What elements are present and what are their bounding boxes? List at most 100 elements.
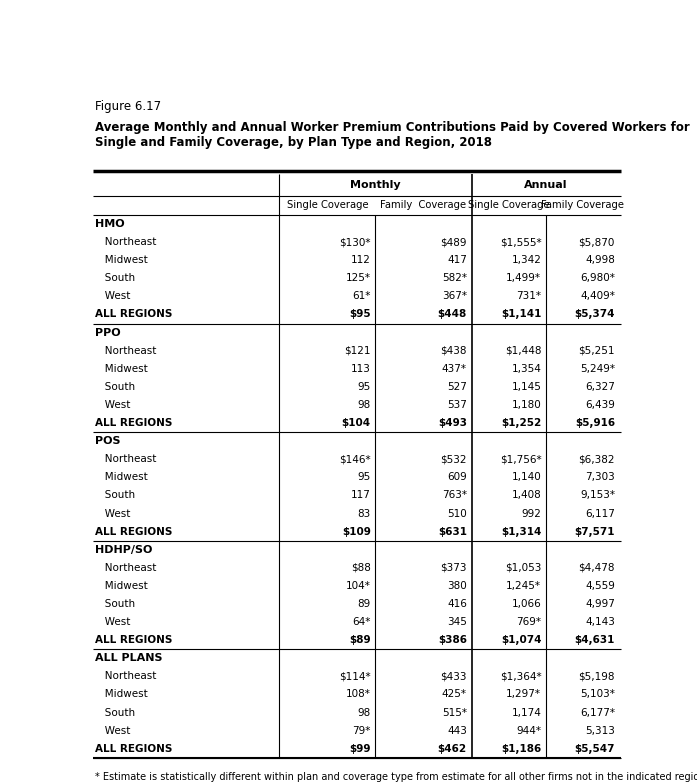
Text: $5,870: $5,870: [579, 237, 615, 247]
Text: Family  Coverage: Family Coverage: [381, 201, 466, 210]
Text: South: South: [95, 274, 135, 283]
Text: HDHP/SO: HDHP/SO: [95, 545, 152, 555]
Text: 944*: 944*: [516, 726, 542, 735]
Text: 1,174: 1,174: [512, 708, 542, 717]
Text: 95: 95: [358, 382, 371, 392]
Text: 1,140: 1,140: [512, 472, 542, 482]
Text: $386: $386: [438, 635, 467, 645]
Text: 510: 510: [447, 509, 467, 518]
Text: Midwest: Midwest: [95, 472, 148, 482]
Text: 125*: 125*: [346, 274, 371, 283]
Text: * Estimate is statistically different within plan and coverage type from estimat: * Estimate is statistically different wi…: [95, 771, 697, 782]
Text: West: West: [95, 509, 130, 518]
Text: $104: $104: [342, 418, 371, 428]
Text: Northeast: Northeast: [95, 454, 156, 464]
Text: West: West: [95, 617, 130, 627]
Text: ALL REGIONS: ALL REGIONS: [95, 310, 172, 320]
Text: 5,313: 5,313: [585, 726, 615, 735]
Text: $1,252: $1,252: [501, 418, 542, 428]
Text: 112: 112: [351, 256, 371, 265]
Text: Annual: Annual: [523, 180, 567, 190]
Text: 6,439: 6,439: [585, 400, 615, 410]
Text: Midwest: Midwest: [95, 364, 148, 374]
Text: 95: 95: [358, 472, 371, 482]
Text: 4,559: 4,559: [585, 581, 615, 591]
Text: 83: 83: [358, 509, 371, 518]
Text: Northeast: Northeast: [95, 671, 156, 681]
Text: South: South: [95, 708, 135, 717]
Text: 108*: 108*: [346, 689, 371, 699]
Text: 5,249*: 5,249*: [580, 364, 615, 374]
Text: 992: 992: [521, 509, 542, 518]
Text: $1,053: $1,053: [505, 563, 542, 573]
Text: Single Coverage: Single Coverage: [286, 201, 368, 210]
Text: 61*: 61*: [353, 292, 371, 301]
Text: 443: 443: [447, 726, 467, 735]
Text: Midwest: Midwest: [95, 689, 148, 699]
Text: 7,303: 7,303: [585, 472, 615, 482]
Text: $1,448: $1,448: [505, 346, 542, 356]
Text: 98: 98: [358, 400, 371, 410]
Text: 1,499*: 1,499*: [506, 274, 542, 283]
Text: $146*: $146*: [339, 454, 371, 464]
Text: 113: 113: [351, 364, 371, 374]
Text: 582*: 582*: [442, 274, 467, 283]
Text: PPO: PPO: [95, 328, 121, 338]
Text: Northeast: Northeast: [95, 346, 156, 356]
Text: 6,177*: 6,177*: [580, 708, 615, 717]
Text: $532: $532: [441, 454, 467, 464]
Text: 5,103*: 5,103*: [580, 689, 615, 699]
Text: $489: $489: [441, 237, 467, 247]
Text: ALL REGIONS: ALL REGIONS: [95, 744, 172, 753]
Text: 4,997: 4,997: [585, 599, 615, 609]
Text: 4,998: 4,998: [585, 256, 615, 265]
Text: 380: 380: [447, 581, 467, 591]
Text: 731*: 731*: [516, 292, 542, 301]
Text: 527: 527: [447, 382, 467, 392]
Text: Monthly: Monthly: [350, 180, 401, 190]
Text: 79*: 79*: [353, 726, 371, 735]
Text: HMO: HMO: [95, 219, 125, 229]
Text: $5,374: $5,374: [574, 310, 615, 320]
Text: $373: $373: [441, 563, 467, 573]
Text: $433: $433: [441, 671, 467, 681]
Text: 89: 89: [358, 599, 371, 609]
Text: 117: 117: [351, 491, 371, 500]
Text: 6,980*: 6,980*: [580, 274, 615, 283]
Text: Family Coverage: Family Coverage: [542, 201, 625, 210]
Text: Figure 6.17: Figure 6.17: [95, 100, 161, 113]
Text: West: West: [95, 400, 130, 410]
Text: 1,408: 1,408: [512, 491, 542, 500]
Text: 1,342: 1,342: [512, 256, 542, 265]
Text: 345: 345: [447, 617, 467, 627]
Text: $438: $438: [441, 346, 467, 356]
Text: West: West: [95, 726, 130, 735]
Text: 537: 537: [447, 400, 467, 410]
Text: $109: $109: [342, 527, 371, 536]
Text: 4,409*: 4,409*: [580, 292, 615, 301]
Text: $114*: $114*: [339, 671, 371, 681]
Text: $4,631: $4,631: [574, 635, 615, 645]
Text: 416: 416: [447, 599, 467, 609]
Text: 1,066: 1,066: [512, 599, 542, 609]
Text: 417: 417: [447, 256, 467, 265]
Text: 4,143: 4,143: [585, 617, 615, 627]
Text: $5,198: $5,198: [579, 671, 615, 681]
Text: 1,245*: 1,245*: [506, 581, 542, 591]
Text: Single and Family Coverage, by Plan Type and Region, 2018: Single and Family Coverage, by Plan Type…: [95, 136, 492, 150]
Text: 104*: 104*: [346, 581, 371, 591]
Text: $7,571: $7,571: [574, 527, 615, 536]
Text: 6,117: 6,117: [585, 509, 615, 518]
Text: 9,153*: 9,153*: [580, 491, 615, 500]
Text: POS: POS: [95, 436, 121, 446]
Text: 367*: 367*: [442, 292, 467, 301]
Text: $89: $89: [349, 635, 371, 645]
Text: Northeast: Northeast: [95, 237, 156, 247]
Text: 609: 609: [447, 472, 467, 482]
Text: ALL REGIONS: ALL REGIONS: [95, 635, 172, 645]
Text: 437*: 437*: [442, 364, 467, 374]
Text: Northeast: Northeast: [95, 563, 156, 573]
Text: $1,074: $1,074: [500, 635, 542, 645]
Text: $5,251: $5,251: [579, 346, 615, 356]
Text: $5,916: $5,916: [575, 418, 615, 428]
